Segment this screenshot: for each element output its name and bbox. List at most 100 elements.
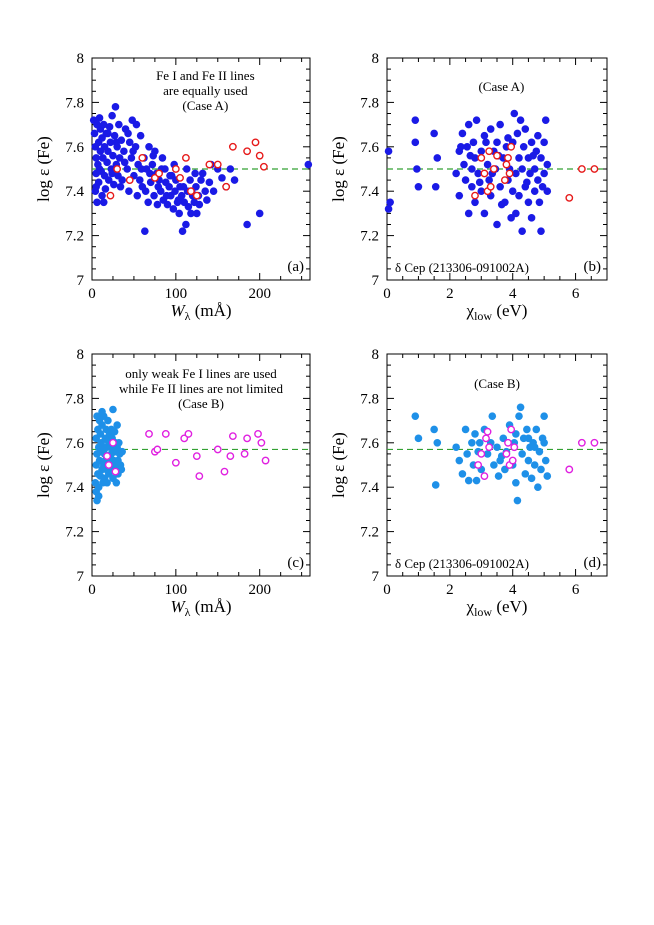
data-point-filled <box>508 187 517 195</box>
data-point-filled <box>527 474 536 483</box>
data-point-filled <box>187 209 195 218</box>
data-point-filled <box>518 450 526 458</box>
data-point-filled <box>461 425 470 434</box>
data-point-open <box>485 443 494 452</box>
data-point-filled <box>482 138 490 147</box>
data-point-filled <box>118 447 126 456</box>
data-point-filled <box>90 129 99 138</box>
data-point-filled <box>103 478 111 487</box>
data-point-filled <box>108 111 116 120</box>
data-point-open <box>577 438 586 447</box>
data-point-filled <box>125 138 134 147</box>
data-point-filled <box>103 158 111 167</box>
data-point-filled <box>109 405 117 414</box>
data-point-filled <box>461 176 470 184</box>
data-point-filled <box>480 131 489 140</box>
data-point-open <box>192 191 201 200</box>
data-point-filled <box>513 496 522 505</box>
y-tick-label: 7.2 <box>65 229 84 245</box>
data-point-filled <box>524 198 533 207</box>
data-point-open <box>243 434 252 443</box>
data-point-filled <box>95 165 104 173</box>
data-point-open <box>176 173 184 182</box>
data-point-filled <box>431 481 440 489</box>
data-point-open <box>228 142 237 151</box>
x-tick-label: 100 <box>165 582 188 598</box>
data-point-open <box>213 160 222 169</box>
data-point-open <box>507 142 516 151</box>
data-point-filled <box>129 147 137 156</box>
y-tick-label: 7.8 <box>360 95 379 111</box>
data-point-filled <box>534 131 542 140</box>
data-point-filled <box>230 176 239 184</box>
data-point-filled <box>471 430 479 438</box>
data-point-filled <box>165 182 173 191</box>
data-point-filled <box>110 180 118 189</box>
data-point-filled <box>169 205 178 213</box>
data-point-open <box>222 182 231 191</box>
data-point-filled <box>534 483 542 492</box>
data-point-filled <box>123 165 132 173</box>
data-point-filled <box>496 182 504 191</box>
data-point-filled <box>384 205 393 213</box>
data-point-open <box>471 191 479 200</box>
x-tick-label: 0 <box>88 582 96 598</box>
data-point-filled <box>411 116 420 124</box>
data-point-open <box>255 151 264 160</box>
data-point-open <box>113 165 122 173</box>
data-point-filled <box>141 227 149 235</box>
data-point-filled <box>472 476 481 485</box>
data-point-filled <box>475 439 484 447</box>
data-point-filled <box>430 129 438 138</box>
x-tick-label: 2 <box>446 286 454 302</box>
data-point-filled <box>523 425 531 434</box>
data-point-filled <box>141 187 150 195</box>
annotation-line: are equally used <box>163 83 248 98</box>
data-point-filled <box>529 151 537 160</box>
y-tick-label: 7.6 <box>65 436 84 452</box>
data-point-filled <box>512 169 520 178</box>
data-point-filled <box>95 114 104 122</box>
data-point-filled <box>146 169 154 178</box>
data-point-open <box>111 467 120 476</box>
data-point-filled <box>144 198 152 207</box>
y-tick-label: 7.4 <box>65 480 84 496</box>
x-tick-label: 100 <box>165 286 188 302</box>
data-point-open <box>213 445 222 454</box>
data-point-filled <box>521 125 530 133</box>
data-point-filled <box>120 147 128 156</box>
data-point-filled <box>463 143 471 151</box>
x-axis-label-main: χ <box>466 301 475 320</box>
y-tick-label: 7 <box>77 569 85 585</box>
data-point-filled <box>127 154 136 162</box>
data-point-filled <box>112 478 121 487</box>
data-point-filled <box>496 120 504 129</box>
data-point-filled <box>197 176 205 184</box>
data-point-filled <box>198 169 207 178</box>
data-point-open <box>155 169 163 178</box>
data-point-filled <box>175 209 183 218</box>
y-tick-label: 7 <box>372 569 380 585</box>
data-point-filled <box>527 214 536 222</box>
data-point-filled <box>433 439 442 447</box>
data-point-open <box>153 445 162 454</box>
data-point-filled <box>488 412 497 420</box>
panel-tag: (c) <box>287 555 304 571</box>
x-tick-label: 200 <box>248 582 271 598</box>
data-point-filled <box>490 461 498 469</box>
data-point-filled <box>149 151 158 160</box>
x-axis-label: Wλ (mÅ) <box>170 597 231 619</box>
data-point-filled <box>540 169 548 178</box>
data-point-open <box>504 438 512 447</box>
data-point-filled <box>148 160 157 169</box>
x-axis-label-main: W <box>170 301 186 320</box>
data-point-filled <box>480 209 489 218</box>
data-point-filled <box>94 178 103 187</box>
data-point-filled <box>116 182 125 191</box>
data-point-open <box>502 160 511 169</box>
annotation-line: (Case A) <box>478 79 524 94</box>
data-point-open <box>192 452 201 461</box>
data-point-open <box>161 430 170 438</box>
data-point-filled <box>510 109 519 118</box>
data-point-open <box>182 153 190 162</box>
